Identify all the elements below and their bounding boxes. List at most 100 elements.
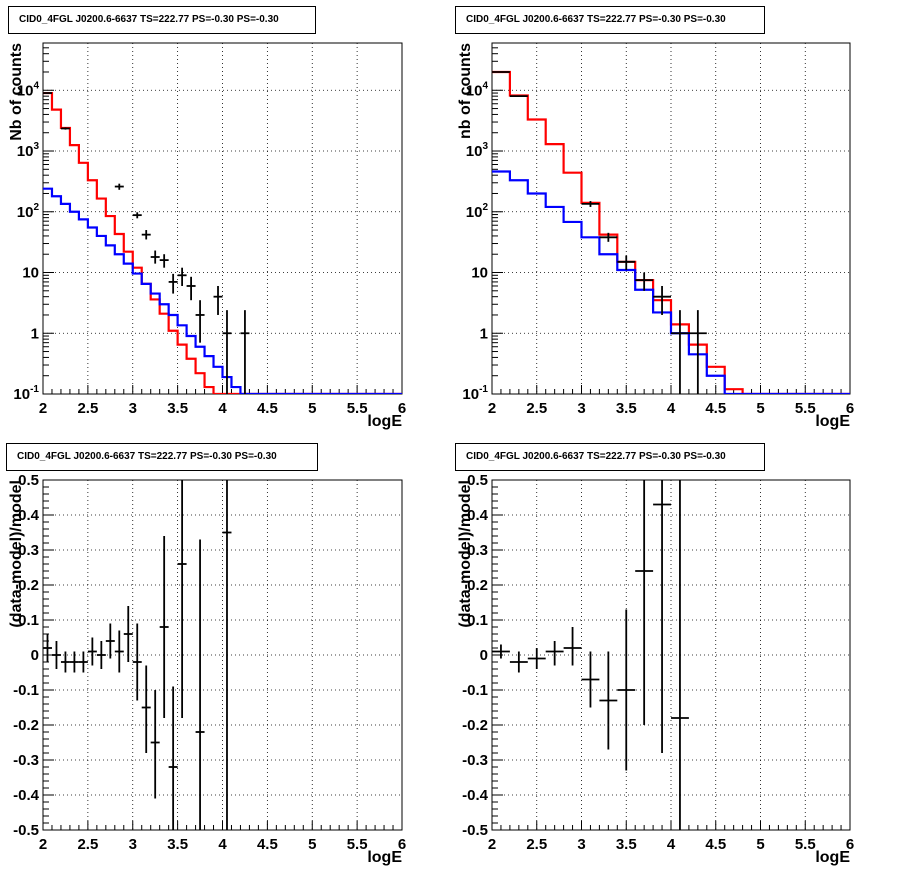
x-axis-title: logE [815, 413, 850, 430]
y-tick-label: -0.2 [13, 717, 39, 734]
bottom-left-residual-panel: CID0_4FGL J0200.6-6637 TS=222.77 PS=-0.3… [0, 437, 449, 875]
y-tick-label: 102 [466, 202, 489, 221]
x-axis-title: logE [367, 849, 402, 866]
data-point [688, 310, 707, 394]
x-tick-label: 2.5 [77, 836, 98, 853]
x-tick-label: 6 [398, 836, 406, 853]
bottom-right-title: CID0_4FGL J0200.6-6637 TS=222.77 PS=-0.3… [455, 443, 765, 471]
data-point [177, 267, 187, 286]
top-right-spectrum-panel: CID0_4FGL J0200.6-6637 TS=222.77 PS=-0.3… [449, 0, 898, 437]
y-tick-label: -0.1 [13, 682, 39, 699]
data-point [635, 272, 654, 291]
data-point [653, 285, 671, 315]
data-point [222, 310, 232, 394]
grid [492, 480, 850, 830]
plot-area [43, 480, 232, 830]
y-tick-exponent: 2 [482, 202, 488, 213]
data-point [78, 651, 88, 673]
data-point [527, 648, 546, 669]
top-left-title: CID0_4FGL J0200.6-6637 TS=222.77 PS=-0.3… [8, 6, 316, 34]
data-point [195, 539, 205, 830]
data-point [581, 201, 600, 207]
ticks [491, 42, 851, 395]
data-point [240, 310, 250, 394]
y-tick-label: -0.4 [462, 787, 489, 804]
y-tick-label: 1 [480, 325, 488, 342]
y-tick-label: 102 [17, 202, 40, 221]
data-point [87, 637, 97, 666]
x-tick-label: 2 [39, 400, 47, 417]
x-tick-label: 3 [129, 836, 137, 853]
x-tick-label: 6 [846, 836, 854, 853]
x-tick-label: 5.5 [347, 400, 368, 417]
x-tick-label: 5.5 [795, 836, 816, 853]
y-tick-label: 0.5 [18, 472, 39, 489]
x-tick-label: 2 [39, 836, 47, 853]
y-tick-label: 0 [480, 647, 488, 664]
ticks [491, 479, 851, 831]
x-tick-label: 4 [218, 400, 227, 417]
data-point [168, 273, 178, 294]
data-point [509, 651, 528, 673]
model-histogram-line [492, 170, 850, 394]
data-point [43, 634, 52, 662]
data-point [132, 623, 142, 701]
model-histogram-line [43, 187, 402, 394]
data-point [168, 686, 178, 830]
y-tick-label: 0.5 [467, 472, 488, 489]
x-tick-label: 5.5 [347, 836, 368, 853]
data-point [563, 627, 582, 666]
x-tick-label: 4 [667, 836, 676, 853]
data-point [159, 254, 169, 268]
y-tick-exponent: 2 [33, 202, 39, 213]
data-point [671, 310, 689, 394]
plot-area [492, 70, 850, 394]
y-tick-label: 0.3 [467, 542, 488, 559]
x-tick-label: 3.5 [167, 836, 188, 853]
data-point [51, 641, 61, 669]
data-point [671, 480, 689, 830]
data-point [114, 183, 124, 190]
x-tick-label: 5 [308, 836, 316, 853]
model-histogram-line [492, 70, 850, 394]
data-point [114, 630, 124, 673]
data-point [150, 250, 160, 264]
x-tick-label: 2.5 [526, 836, 547, 853]
y-tick-exponent: 3 [482, 141, 488, 152]
x-tick-label: 2.5 [526, 400, 547, 417]
data-point [123, 606, 133, 662]
data-point [69, 651, 79, 673]
x-tick-label: 3.5 [167, 400, 188, 417]
data-point [96, 641, 106, 669]
y-tick-label: 103 [17, 141, 40, 160]
top-left-chart: 2 2.5 3 3.5 4 4.5 5 5.5 610-1110102103104logENb … [8, 42, 406, 430]
data-point [213, 285, 223, 315]
bottom-right-residual-panel: CID0_4FGL J0200.6-6637 TS=222.77 PS=-0.3… [449, 437, 898, 875]
y-tick-exponent: 4 [482, 80, 488, 91]
y-tick-label: 0.3 [18, 542, 39, 559]
y-tick-label: 10-1 [13, 384, 39, 403]
data-point [222, 480, 232, 830]
data-point [177, 480, 187, 718]
top-right-chart: 2 2.5 3 3.5 4 4.5 5 5.5 610-1110102103104logEnb … [457, 42, 854, 430]
data-point [617, 255, 636, 270]
x-tick-label: 2.5 [77, 400, 98, 417]
data-point [132, 212, 142, 219]
y-tick-label: 0.1 [467, 612, 488, 629]
x-tick-label: 4.5 [705, 836, 726, 853]
data-point [141, 230, 151, 240]
y-tick-label: 10-1 [462, 384, 488, 403]
x-tick-label: 5 [756, 400, 764, 417]
y-tick-label: -0.3 [462, 752, 488, 769]
grid [43, 43, 402, 394]
y-tick-label: 0.4 [467, 507, 489, 524]
plot-area [43, 91, 402, 394]
x-tick-label: 3 [577, 836, 585, 853]
y-axis-title: (data-model)/model [8, 480, 25, 628]
y-tick-label: 0.2 [18, 577, 39, 594]
y-tick-label: -0.5 [462, 822, 488, 839]
x-tick-label: 4 [218, 836, 227, 853]
y-tick-label: -0.1 [462, 682, 488, 699]
bottom-left-chart: 2 2.5 3 3.5 4 4.5 5 5.5 6 -0.5 -0.4 -0.3 -0.2 -0.1 0 0.… [8, 472, 406, 866]
